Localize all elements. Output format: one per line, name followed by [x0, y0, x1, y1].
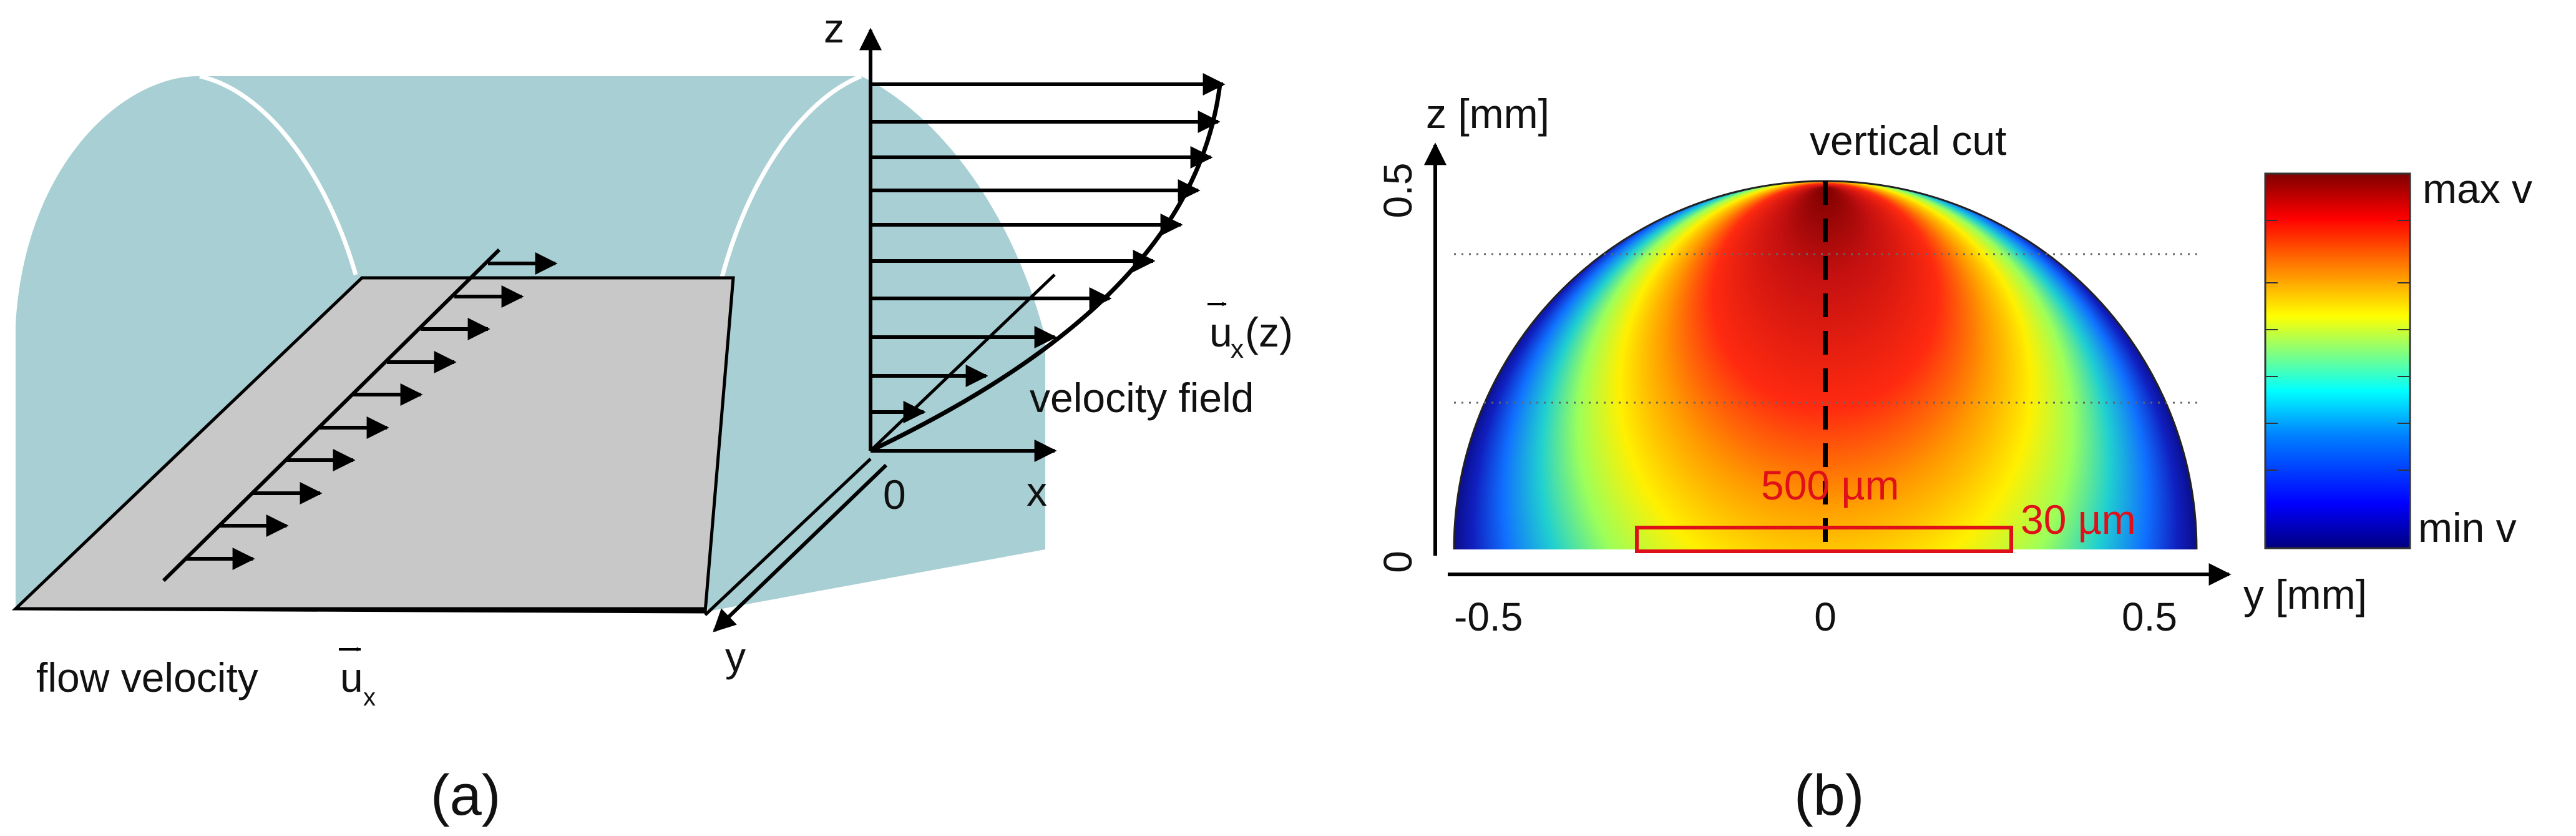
height-annotation: 30 µm — [2021, 496, 2136, 543]
y-axis-label: y — [725, 634, 746, 680]
z-tick-0.5: 0.5 — [1375, 163, 1420, 219]
measurement-region — [1635, 526, 2013, 553]
velocity-field-label: velocity field — [1030, 375, 1254, 421]
profile-arrows — [871, 73, 1226, 423]
colorbar-ticks — [2265, 220, 2410, 471]
z-axis-label: z — [824, 5, 844, 51]
y-axis-label-b: y [mm] — [2243, 571, 2367, 617]
svg-text:flow velocity: flow velocity — [36, 654, 258, 701]
origin-label: 0 — [883, 471, 906, 518]
svg-text:x: x — [1231, 334, 1244, 363]
panel-a: z x 0 y u x (z) velocity field flow velo… — [11, 5, 1293, 827]
y-axis — [713, 463, 888, 632]
y-tick-0.5: 0.5 — [2122, 594, 2177, 639]
y-axis-edge — [704, 458, 872, 616]
vertical-cut-label: vertical cut — [1810, 117, 2006, 164]
panel-a-caption: (a) — [431, 764, 500, 827]
x-axis-label: x — [1027, 468, 1047, 514]
velocity-function-label: u x (z) — [1208, 302, 1293, 363]
y-tick-neg-0.5: -0.5 — [1454, 594, 1523, 639]
width-annotation: 500 µm — [1761, 462, 1899, 508]
profile-diagonal — [869, 273, 1056, 452]
channel-floor — [11, 276, 735, 614]
svg-text:u: u — [340, 654, 363, 701]
panel-b-caption: (b) — [1794, 764, 1864, 827]
z-tick-0: 0 — [1375, 551, 1420, 573]
svg-text:x: x — [363, 684, 376, 711]
colorbar-min-label: min v — [2418, 504, 2517, 551]
channel-back-arc — [199, 74, 358, 275]
panel-b: vertical cut 500 µm 30 µm z [mm] y [mm] … — [1375, 91, 2532, 827]
flow-velocity-label: flow velocity u x — [36, 647, 376, 711]
flow-arrows — [185, 252, 558, 570]
colorbar-max-label: max v — [2422, 165, 2532, 212]
svg-text:u: u — [1209, 309, 1232, 355]
svg-text:(z): (z) — [1245, 309, 1293, 355]
z-axis-label-b: z [mm] — [1426, 91, 1549, 137]
y-tick-0: 0 — [1814, 594, 1837, 639]
colorbar — [2264, 172, 2411, 549]
